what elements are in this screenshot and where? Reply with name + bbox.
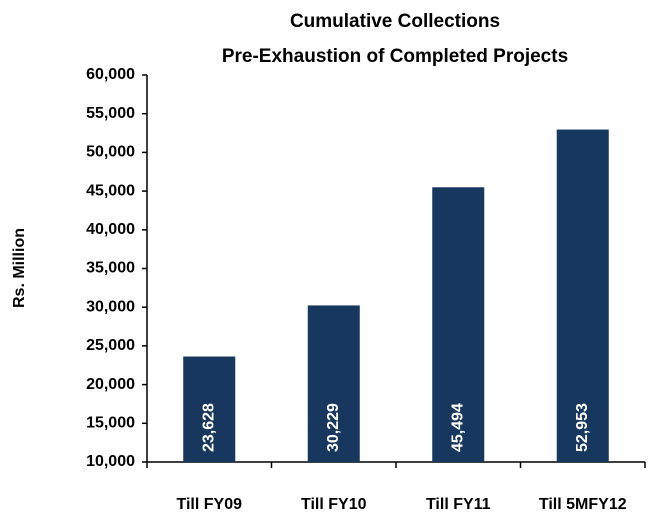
y-tick-label: 15,000 xyxy=(86,415,135,432)
y-tick-label: 35,000 xyxy=(86,260,135,277)
y-tick-label: 55,000 xyxy=(86,105,135,122)
value-label: 45,494 xyxy=(449,403,466,452)
x-tick-label: Till FY09 xyxy=(176,496,242,513)
value-label: 30,229 xyxy=(325,403,342,452)
y-tick-label: 20,000 xyxy=(86,376,135,393)
bar xyxy=(307,305,360,462)
bar xyxy=(183,356,236,462)
y-tick-label: 10,000 xyxy=(86,453,135,470)
bar xyxy=(432,187,485,463)
y-tick-label: 50,000 xyxy=(86,144,135,161)
y-tick-label: 30,000 xyxy=(86,298,135,315)
bar xyxy=(556,129,609,463)
y-tick-label: 40,000 xyxy=(86,221,135,238)
x-tick-label: Till 5MFY12 xyxy=(539,496,627,513)
chart-title: Pre-Exhaustion of Completed Projects xyxy=(222,46,568,67)
y-tick-label: 60,000 xyxy=(86,66,135,83)
x-tick-label: Till FY10 xyxy=(301,496,367,513)
y-tick-label: 45,000 xyxy=(86,182,135,199)
y-tick-label: 25,000 xyxy=(86,337,135,354)
x-tick-label: Till FY11 xyxy=(426,496,491,513)
value-label: 23,628 xyxy=(200,403,217,452)
y-axis-label: Rs. Million xyxy=(11,228,28,308)
value-label: 52,953 xyxy=(574,403,591,452)
chart-title: Cumulative Collections xyxy=(290,11,500,32)
